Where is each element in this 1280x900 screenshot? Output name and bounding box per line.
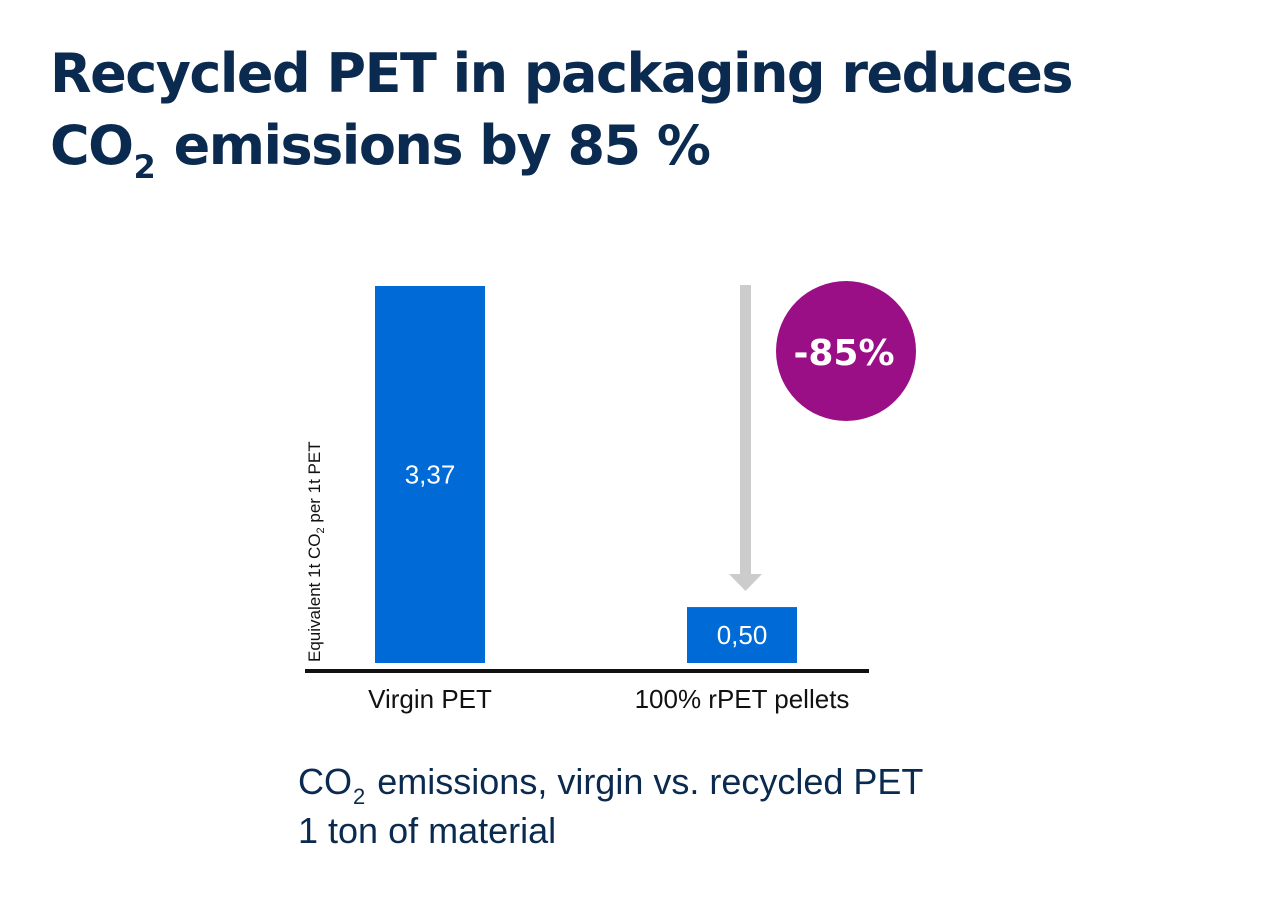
bar-1: [687, 607, 797, 663]
title-line-1: Recycled PET in packaging reduces: [50, 42, 1074, 105]
caption-subscript: 2: [353, 784, 366, 809]
title-subscript: 2: [133, 148, 156, 186]
bar-0: [375, 286, 485, 663]
y-axis-label: Equivalent 1t CO2 per 1t PET: [305, 441, 327, 662]
reduction-arrow-shaft: [740, 285, 751, 577]
y-axis-label-sub: 2: [315, 527, 327, 533]
caption-line-2: 1 ton of material: [298, 810, 557, 851]
y-axis-label-pre: Equivalent 1t CO: [305, 533, 324, 662]
bars-group: 3,37 Virgin PET 0,50 100% rPET pellets: [368, 286, 849, 714]
reduction-arrow: [729, 285, 762, 591]
title-rest: emissions by 85 %: [173, 114, 711, 177]
caption-co: CO: [298, 761, 352, 802]
reduction-badge-label: -85%: [793, 333, 894, 374]
page-title: Recycled PET in packaging reduces CO2 em…: [50, 38, 1230, 189]
chart-caption: CO2 emissions, virgin vs. recycled PET 1…: [298, 760, 1198, 853]
caption-line-1: emissions, virgin vs. recycled PET: [377, 761, 924, 802]
reduction-arrow-head: [729, 574, 762, 591]
bar-value-label-0: 3,37: [405, 460, 456, 490]
bar-value-label-1: 0,50: [717, 620, 768, 650]
x-tick-label-1: 100% rPET pellets: [635, 684, 850, 714]
reduction-badge: [776, 281, 916, 421]
y-axis-label-post: per 1t PET: [305, 441, 324, 527]
title-co: CO: [50, 114, 134, 177]
x-tick-label-0: Virgin PET: [368, 684, 492, 714]
